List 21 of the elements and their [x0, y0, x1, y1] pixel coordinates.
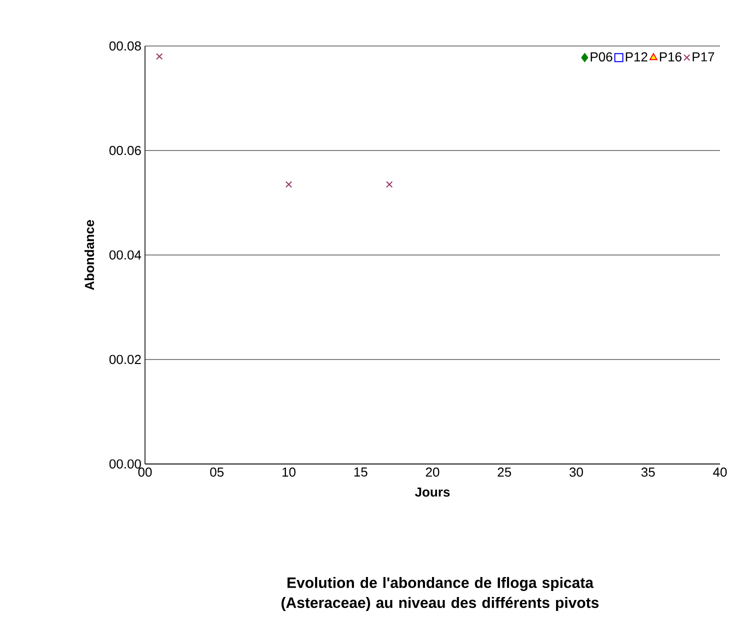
y-tick-label: 00.08 — [109, 41, 141, 51]
legend-label: P12 — [626, 52, 648, 62]
y-tick-label: 00.06 — [109, 146, 141, 156]
x-tick-label: 25 — [498, 468, 512, 477]
x-tick-label: 10 — [282, 468, 296, 477]
x-axis-title: Jours — [415, 488, 450, 497]
text: Evolution de l'abondance de Ifloga spicata (Asteraceae) au niveau des différents pivots — [282, 576, 599, 611]
x-tick-label: 20 — [426, 468, 440, 477]
x-tick-label: 35 — [641, 468, 655, 477]
y-axis-title: Abondance — [84, 220, 94, 290]
legend-label: P16 — [660, 52, 682, 62]
x-tick-label: 40 — [713, 468, 727, 477]
x-tick-label: 30 — [570, 468, 583, 477]
x-tick-label: 00 — [138, 468, 152, 477]
y-tick-label: 00.02 — [109, 354, 141, 364]
legend-label: P06 — [590, 52, 612, 62]
x-tick-label: 15 — [354, 468, 368, 477]
y-tick-label: 00.00 — [109, 459, 141, 469]
x-tick-label: 05 — [210, 468, 224, 477]
legend-label: P17 — [692, 52, 714, 62]
y-tick-label: 00.04 — [109, 250, 142, 260]
